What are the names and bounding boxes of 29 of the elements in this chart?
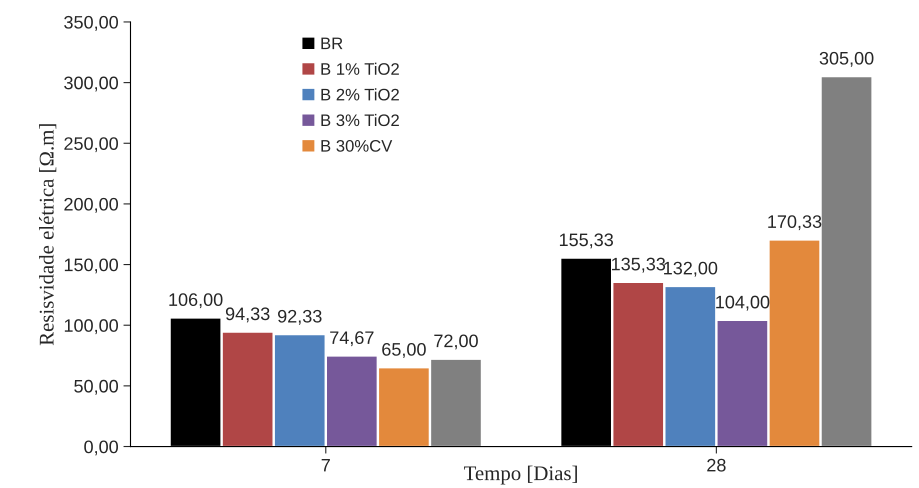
legend-label: BR: [321, 38, 342, 50]
y-tick-label: 100,00: [64, 319, 118, 334]
y-tick-label: 300,00: [64, 76, 118, 92]
x-tick-label: 28: [707, 458, 726, 472]
data-label: 305,00: [820, 52, 874, 67]
y-tick-label: 350,00: [64, 16, 118, 31]
data-label: 106,00: [169, 293, 223, 308]
data-label: 94,33: [226, 307, 270, 322]
y-tick-label: 50,00: [74, 380, 118, 395]
data-label: 92,33: [278, 310, 322, 325]
y-tick-label: 150,00: [64, 258, 118, 274]
data-label: 72,00: [434, 334, 478, 350]
y-tick-label: 0,00: [84, 440, 118, 456]
data-label: 65,00: [382, 342, 426, 358]
data-label: 170,33: [768, 215, 822, 230]
data-label: 135,33: [612, 258, 666, 273]
y-tick-label: 250,00: [64, 137, 118, 152]
x-axis-title: Tempo [Dias]: [464, 466, 577, 485]
y-axis-title: Resisvidade elétrica [Ω.m]: [38, 124, 56, 346]
y-tick-label: 200,00: [64, 198, 118, 213]
data-label: 155,33: [560, 233, 613, 248]
legend-label: B 30%CV: [321, 140, 392, 152]
data-label: 74,67: [330, 331, 374, 346]
x-tick-label: 7: [322, 458, 330, 472]
legend-label: B 3% TiO2: [321, 114, 399, 126]
data-label: 104,00: [716, 296, 770, 311]
legend-label: B 1% TiO2: [321, 62, 399, 75]
legend-label: B 2% TiO2: [321, 88, 399, 101]
data-label: 132,00: [664, 262, 718, 277]
